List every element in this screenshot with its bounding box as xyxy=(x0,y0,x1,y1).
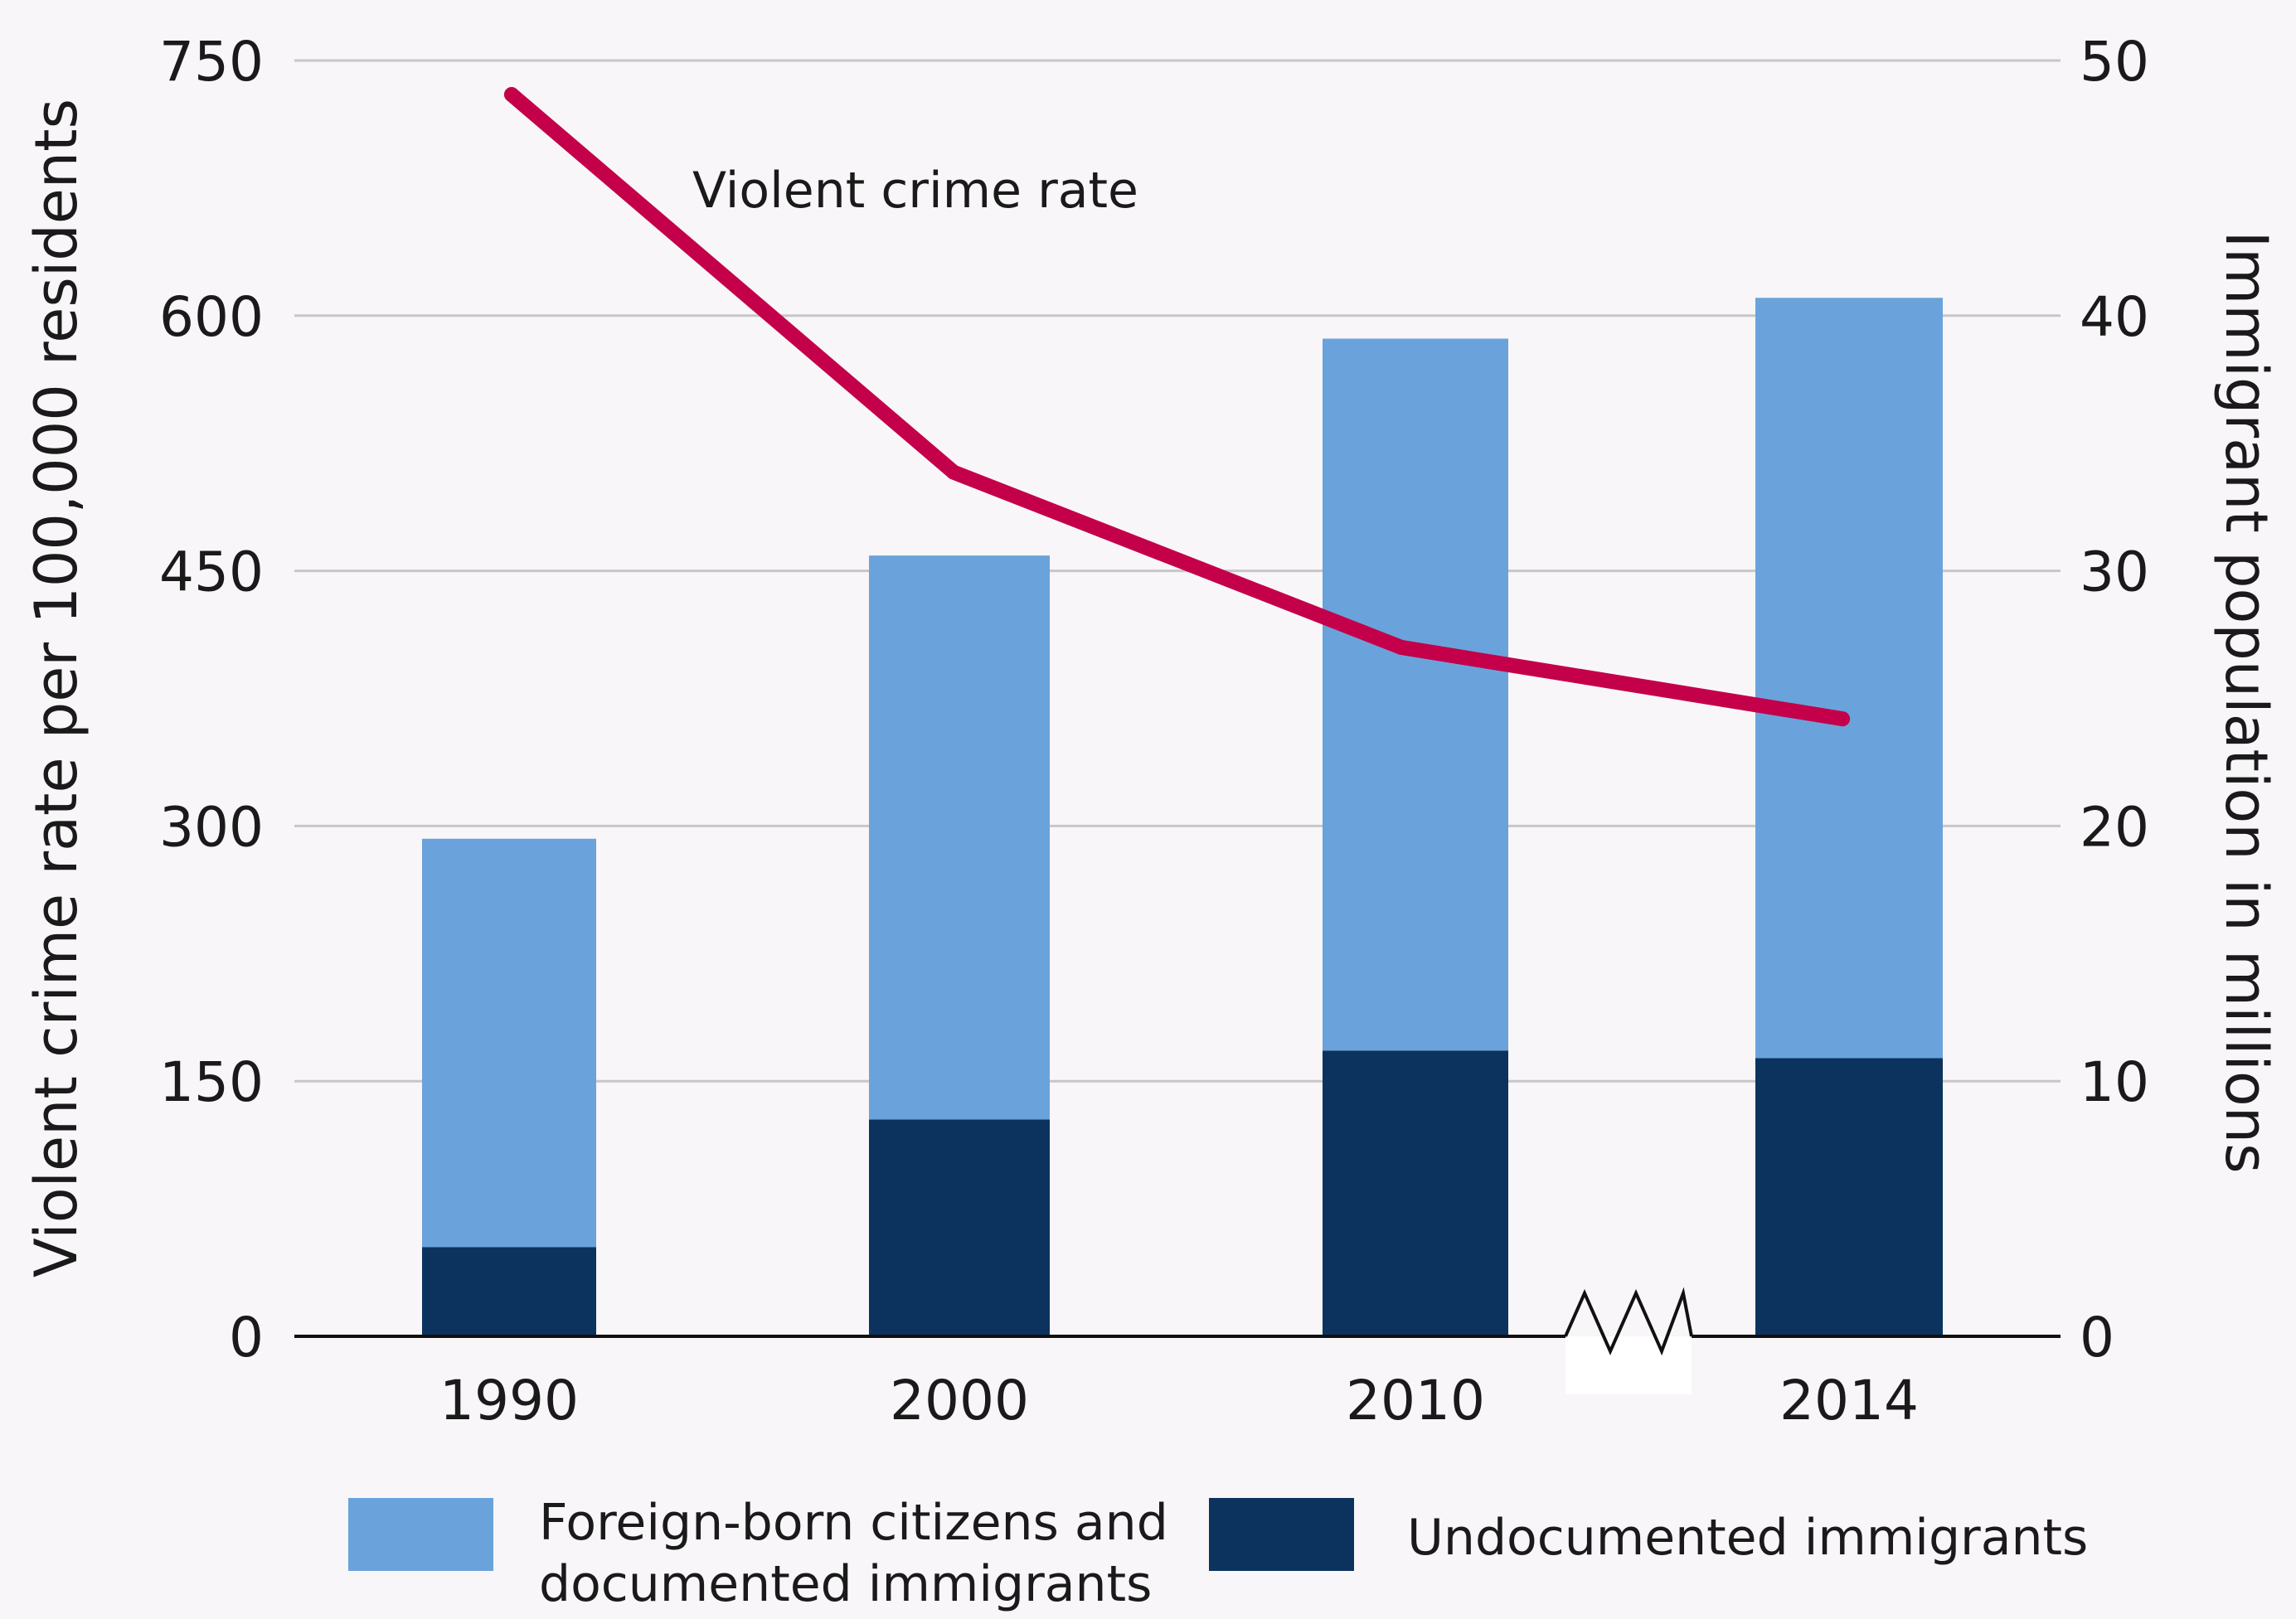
y-tick-left: 150 xyxy=(159,1050,264,1114)
y-tick-left: 450 xyxy=(159,540,264,604)
crime-rate-line xyxy=(504,87,1850,727)
bar-segment xyxy=(869,555,1050,1120)
legend-label: documented immigrants xyxy=(539,1555,1152,1613)
legend-swatch xyxy=(348,1498,493,1571)
bar-segment xyxy=(1323,338,1508,1051)
y-tick-right: 30 xyxy=(2080,540,2149,604)
bars xyxy=(422,298,1943,1336)
y-tick-right: 10 xyxy=(2080,1050,2149,1114)
crime-rate-point xyxy=(946,464,961,480)
y-axis-left-title: Violent crime rate per 100,000 residents xyxy=(22,99,90,1277)
y-tick-right: 50 xyxy=(2080,30,2149,94)
crime-rate-point xyxy=(1394,639,1409,655)
bar-segment xyxy=(422,1247,596,1336)
axis-break-zigzag xyxy=(1564,1287,1693,1356)
y-tick-left: 750 xyxy=(159,30,264,94)
y-tick-left: 300 xyxy=(159,795,264,859)
legend-swatch xyxy=(1209,1498,1354,1571)
x-tick-label: 2014 xyxy=(1779,1369,1919,1432)
y-tick-left: 0 xyxy=(229,1306,264,1369)
y-tick-left: 600 xyxy=(159,285,264,349)
y-tick-right: 20 xyxy=(2080,795,2149,859)
axes xyxy=(294,1287,2061,1394)
bar-segment xyxy=(1323,1050,1508,1336)
legend-label: Undocumented immigrants xyxy=(1407,1509,2088,1567)
crime-rate-point xyxy=(504,87,519,103)
bar-segment xyxy=(1755,298,1943,1059)
axis-break-gap xyxy=(1565,1336,1692,1394)
bar-segment xyxy=(869,1119,1050,1336)
bar-segment xyxy=(1755,1058,1943,1336)
x-tick-label: 2000 xyxy=(890,1369,1029,1432)
y-axis-right-title: Immigrant population in millions xyxy=(2212,230,2280,1173)
line-annotation: Violent crime rate xyxy=(692,162,1138,220)
bar-segment xyxy=(422,838,596,1248)
legend-label: Foreign-born citizens and xyxy=(539,1494,1168,1552)
x-tick-label: 1990 xyxy=(439,1369,579,1432)
x-tick-label: 2010 xyxy=(1346,1369,1485,1432)
y-tick-right: 40 xyxy=(2080,285,2149,349)
tick-labels: 0 0 150 10 300 20 450 30 600 40 750 50 1990 2000 2010 2… xyxy=(159,30,2149,1432)
y-tick-right: 0 xyxy=(2080,1306,2114,1369)
crime-rate-point xyxy=(1835,711,1850,727)
crime-rate-polyline xyxy=(504,87,1850,727)
